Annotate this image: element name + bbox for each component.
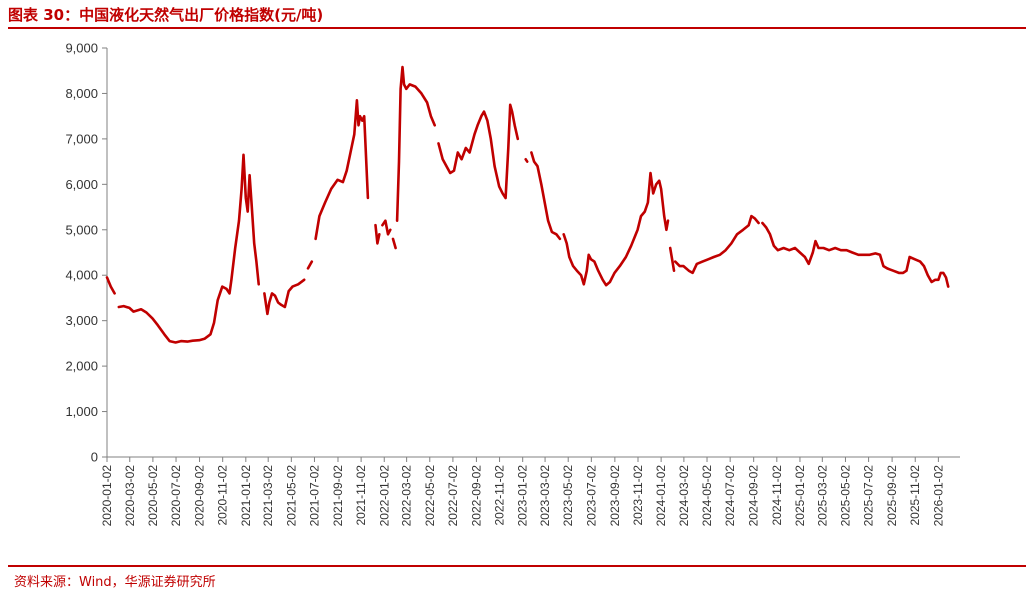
y-tick-label: 0 (91, 450, 98, 465)
x-tick-label: 2022-03-02 (400, 465, 414, 527)
x-tick-label: 2020-07-02 (169, 465, 183, 527)
series-line-segment (374, 223, 381, 245)
x-tick-label: 2024-11-02 (770, 465, 784, 526)
series-line-segment (381, 219, 392, 236)
x-tick-label: 2025-01-02 (793, 465, 807, 527)
x-tick-label: 2021-09-02 (331, 465, 345, 527)
x-tick-label: 2021-01-02 (239, 465, 253, 527)
series-line-segment (391, 237, 397, 250)
x-tick-label: 2024-07-02 (723, 465, 737, 527)
x-tick-label: 2020-03-02 (123, 465, 137, 527)
title-divider (8, 27, 1026, 29)
x-tick-label: 2024-05-02 (700, 465, 714, 527)
figure-title: 图表 30：中国液化天然气出厂价格指数(元/吨) (8, 6, 324, 24)
y-tick-label: 3,000 (65, 313, 98, 328)
x-tick-label: 2026-01-02 (931, 465, 945, 527)
x-tick-label: 2020-01-02 (100, 465, 114, 527)
series-line-segment (314, 99, 370, 241)
x-tick-label: 2024-03-02 (677, 465, 691, 527)
x-tick-label: 2025-09-02 (885, 465, 899, 527)
line-chart: 0 1,000 2,000 3,000 4,000 5,000 6,000 7,000 8,00… (65, 41, 960, 527)
footer-divider (8, 565, 1026, 567)
y-tick-label: 8,000 (65, 86, 98, 101)
x-tick-label: 2022-11-02 (493, 465, 507, 526)
x-tick-label: 2022-07-02 (446, 465, 460, 527)
series-line-segment (673, 214, 760, 275)
y-tick-label: 6,000 (65, 177, 98, 192)
series-line-segment (105, 276, 116, 295)
x-tick-label: 2023-01-02 (516, 465, 530, 527)
series-line-segment (761, 221, 950, 288)
y-tick-label: 9,000 (65, 41, 98, 56)
x-tick-label: 2020-05-02 (146, 465, 160, 527)
x-tick-label: 2023-03-02 (538, 465, 552, 527)
x-tick-label: 2020-11-02 (216, 465, 230, 526)
series-line-segment (562, 171, 670, 287)
series-line-segment (117, 153, 261, 344)
source-note: 资料来源：Wind，华源证券研究所 (14, 575, 216, 590)
x-tick-label: 2022-01-02 (377, 465, 391, 527)
x-tick-label: 2020-09-02 (193, 465, 207, 527)
x-tick-label: 2025-03-02 (815, 465, 829, 527)
series-lines (105, 65, 950, 344)
x-tick-label: 2023-05-02 (561, 465, 575, 527)
x-tick-label: 2023-09-02 (608, 465, 622, 527)
series-line-segment (437, 103, 520, 200)
y-tick-label: 2,000 (65, 359, 98, 374)
x-tick-label: 2021-07-02 (307, 465, 321, 527)
y-tick-label: 4,000 (65, 268, 98, 283)
series-line-segment (306, 260, 314, 270)
x-tick-label: 2025-07-02 (862, 465, 876, 527)
y-tick-label: 1,000 (65, 404, 98, 419)
x-tick-label: 2021-03-02 (261, 465, 275, 527)
x-tick-label: 2023-07-02 (584, 465, 598, 527)
y-tick-label: 5,000 (65, 222, 98, 237)
series-line-segment (395, 65, 437, 222)
x-tick-label: 2022-09-02 (469, 465, 483, 527)
x-tick-label: 2021-05-02 (284, 465, 298, 527)
x-tick-label: 2025-05-02 (838, 465, 852, 527)
x-tick-label: 2024-09-02 (747, 465, 761, 527)
x-tick-label: 2025-11-02 (908, 465, 922, 526)
x-axis: 2020-01-02 2020-03-02 2020-05-02 2020-07-02… (100, 456, 960, 527)
series-line-segment (530, 151, 562, 241)
x-tick-label: 2023-11-02 (631, 465, 645, 526)
x-tick-label: 2021-11-02 (354, 465, 368, 526)
series-line-segment (263, 278, 306, 316)
y-tick-label: 7,000 (65, 131, 98, 146)
series-line-segment (668, 246, 676, 273)
y-axis: 0 1,000 2,000 3,000 4,000 5,000 6,000 7,000 8,00… (65, 41, 108, 465)
series-line-segment (524, 158, 529, 163)
x-tick-label: 2024-01-02 (654, 465, 668, 527)
x-tick-label: 2022-05-02 (423, 465, 437, 527)
